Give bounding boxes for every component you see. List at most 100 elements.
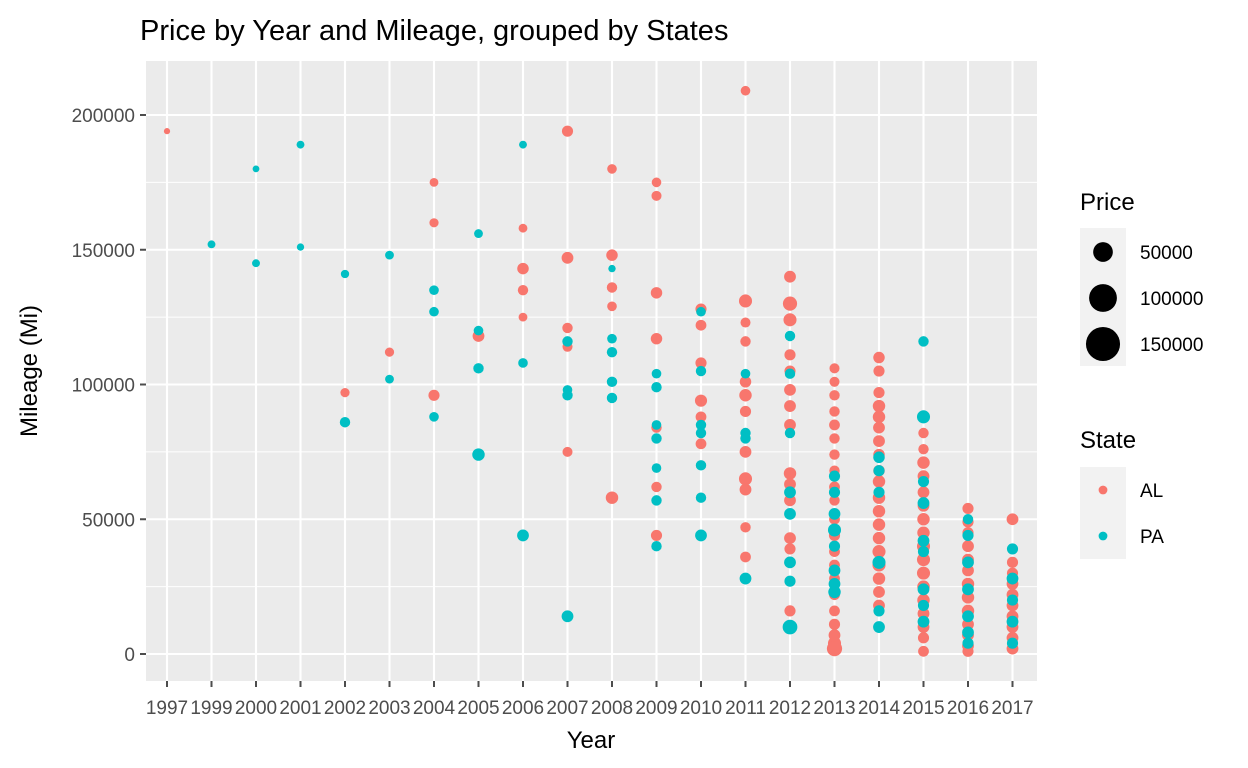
data-point-pa (962, 583, 974, 596)
data-point-pa (695, 492, 707, 503)
data-point-al (429, 177, 439, 187)
data-point-pa (962, 556, 974, 569)
y-tick-label: 150000 (72, 241, 135, 262)
x-tick-label: 2004 (413, 698, 456, 719)
data-point-pa (562, 336, 573, 347)
data-point-pa (873, 605, 885, 617)
data-point-pa (296, 140, 305, 149)
data-point-pa (519, 140, 527, 149)
state-legend-key (1098, 485, 1108, 495)
data-point-al (962, 564, 974, 577)
data-point-al (917, 513, 930, 526)
x-tick-label: 2012 (769, 698, 811, 719)
data-point-pa (784, 556, 796, 569)
data-point-al (962, 618, 974, 631)
price-legend-key (1093, 242, 1113, 262)
data-point-al (740, 551, 751, 563)
data-point-pa (608, 264, 616, 273)
data-point-al (740, 336, 751, 347)
data-point-al (607, 301, 617, 312)
data-point-al (829, 406, 840, 417)
data-point-pa (872, 555, 886, 569)
data-point-pa (651, 463, 662, 473)
data-point-pa (962, 626, 974, 639)
chart-title: Price by Year and Mileage, grouped by St… (140, 15, 728, 47)
price-legend-keys: 50000 100000 150000 (1085, 242, 1203, 362)
data-point-al (605, 491, 619, 504)
data-point-al (650, 332, 663, 345)
data-point-al (517, 284, 529, 296)
data-point-pa (606, 376, 618, 388)
data-point-pa (1006, 572, 1019, 585)
data-point-al (918, 645, 929, 657)
data-point-pa (429, 412, 439, 422)
data-point-pa (695, 365, 707, 377)
data-point-al (916, 553, 931, 567)
price-legend-title: Price (1080, 189, 1135, 216)
data-point-pa (252, 165, 260, 173)
x-tick-label: 2007 (546, 698, 588, 719)
data-point-pa (606, 392, 618, 404)
data-point-al (784, 400, 796, 412)
data-point-pa (518, 358, 528, 368)
data-point-al (651, 190, 662, 201)
data-point-pa (739, 572, 752, 585)
data-point-pa (517, 529, 529, 542)
data-point-pa (918, 336, 929, 347)
data-point-al (872, 475, 886, 488)
data-point-pa (962, 529, 974, 541)
data-point-pa (1006, 637, 1019, 649)
data-point-pa (828, 564, 841, 577)
data-point-al (740, 522, 751, 533)
data-point-pa (561, 610, 574, 623)
data-point-pa (962, 637, 974, 649)
data-point-al (739, 445, 752, 458)
data-point-al (873, 586, 885, 598)
data-point-al (650, 529, 663, 541)
data-point-pa (472, 448, 485, 461)
data-point-al (738, 294, 753, 308)
data-point-pa (917, 497, 930, 509)
data-point-al (873, 387, 885, 399)
data-point-pa (340, 269, 350, 279)
x-tick-label: 1997 (146, 698, 188, 719)
data-point-pa (917, 615, 930, 628)
data-point-pa (740, 368, 751, 379)
data-point-al (829, 419, 840, 431)
price-legend-label: 150000 (1140, 335, 1203, 356)
data-point-pa (917, 546, 930, 558)
x-axis-title: Year (567, 727, 616, 754)
data-point-al (784, 543, 796, 555)
y-tick-label: 50000 (82, 510, 135, 531)
x-tick-label: 2009 (635, 698, 677, 719)
data-point-pa (917, 475, 930, 488)
data-point-al (962, 645, 974, 657)
data-point-al (917, 607, 930, 620)
data-point-pa (695, 419, 707, 431)
data-point-al (738, 472, 753, 486)
data-point-pa (651, 433, 662, 444)
data-point-al (562, 446, 573, 457)
data-point-al (518, 312, 528, 322)
data-point-al (651, 177, 662, 188)
state-legend-keys: AL PA (1098, 481, 1164, 548)
data-point-al (829, 449, 840, 460)
x-tick-label: 2014 (858, 698, 901, 719)
data-point-pa (651, 495, 662, 506)
data-point-al (518, 223, 528, 233)
data-point-pa (962, 514, 974, 525)
x-tick-label: 2006 (502, 698, 544, 719)
data-point-al (695, 438, 707, 450)
data-point-pa (651, 368, 662, 379)
data-point-pa (916, 410, 931, 424)
price-legend-key (1089, 284, 1117, 312)
data-point-pa (339, 417, 351, 428)
price-size-legend: Price 50000 100000 150000 (1080, 189, 1203, 366)
data-point-pa (1006, 594, 1019, 606)
x-tick-label: 2017 (991, 698, 1033, 719)
data-point-pa (740, 433, 751, 444)
data-point-pa (562, 390, 573, 401)
data-point-pa (873, 451, 885, 464)
data-point-pa (695, 427, 707, 439)
data-point-pa (873, 486, 885, 498)
